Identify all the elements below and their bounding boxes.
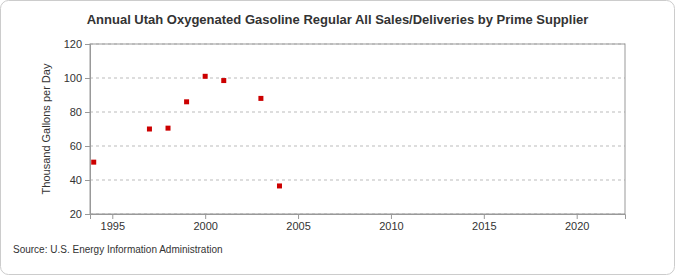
grid	[90, 44, 625, 214]
tick-mark	[85, 146, 90, 147]
marks	[91, 74, 282, 189]
tick-label: 2010	[379, 220, 403, 232]
tick-label: 60	[70, 140, 82, 152]
tick-mark	[85, 78, 90, 79]
chart: 19952000200520102015202020406080100120An…	[0, 0, 675, 275]
axis-line	[91, 215, 626, 220]
background	[1, 1, 675, 275]
tick: 1995	[101, 214, 125, 232]
tick-mark	[298, 214, 299, 219]
plot-frame	[90, 44, 625, 214]
tick-label: 120	[64, 38, 82, 50]
source: Source: U.S. Energy Information Administ…	[13, 244, 223, 255]
point	[203, 74, 208, 79]
tick: 2005	[286, 214, 310, 232]
tick-mark	[391, 214, 392, 219]
point	[221, 78, 226, 83]
tick: 120	[64, 38, 90, 50]
point	[184, 99, 189, 104]
tick: 20	[70, 208, 90, 220]
grid-line	[90, 78, 625, 79]
point	[258, 96, 263, 101]
tick-mark	[484, 214, 485, 219]
tick-label: 2000	[193, 220, 217, 232]
tick-label: 80	[70, 106, 82, 118]
grid-line	[90, 180, 625, 181]
grid-line	[90, 112, 625, 113]
axis-line	[85, 45, 91, 215]
tick-label: 100	[64, 72, 82, 84]
tick-mark	[85, 214, 90, 215]
tick: 100	[64, 72, 90, 84]
tick-mark	[85, 44, 90, 45]
point	[147, 127, 152, 132]
tick: 2015	[472, 214, 496, 232]
tick: 2020	[565, 214, 589, 232]
tick-mark	[112, 214, 113, 219]
tick-label: 1995	[101, 220, 125, 232]
tick-label: 20	[70, 208, 82, 220]
x-axis: 1995 2000 2005 2010 2015 2020	[91, 214, 626, 232]
grid-line	[90, 146, 625, 147]
title: Annual Utah Oxygenated Gasoline Regular …	[87, 12, 589, 27]
tick-mark	[577, 214, 578, 219]
tick-mark	[85, 112, 90, 113]
tick-label: 2015	[472, 220, 496, 232]
tick: 2010	[379, 214, 403, 232]
tick-label: 2020	[565, 220, 589, 232]
tick-label: 40	[70, 174, 82, 186]
tick: 40	[70, 174, 90, 186]
y-axis: 20 40 60 80 100 120	[64, 38, 91, 220]
point	[91, 160, 96, 165]
tick: 60	[70, 140, 90, 152]
tick-mark	[85, 180, 90, 181]
tick: 80	[70, 106, 90, 118]
tick-mark	[205, 214, 206, 219]
point	[277, 183, 282, 188]
tick: 2000	[193, 214, 217, 232]
y-axis-label: Thousand Gallons per Day	[40, 63, 52, 194]
point	[166, 126, 171, 131]
tick-label: 2005	[286, 220, 310, 232]
